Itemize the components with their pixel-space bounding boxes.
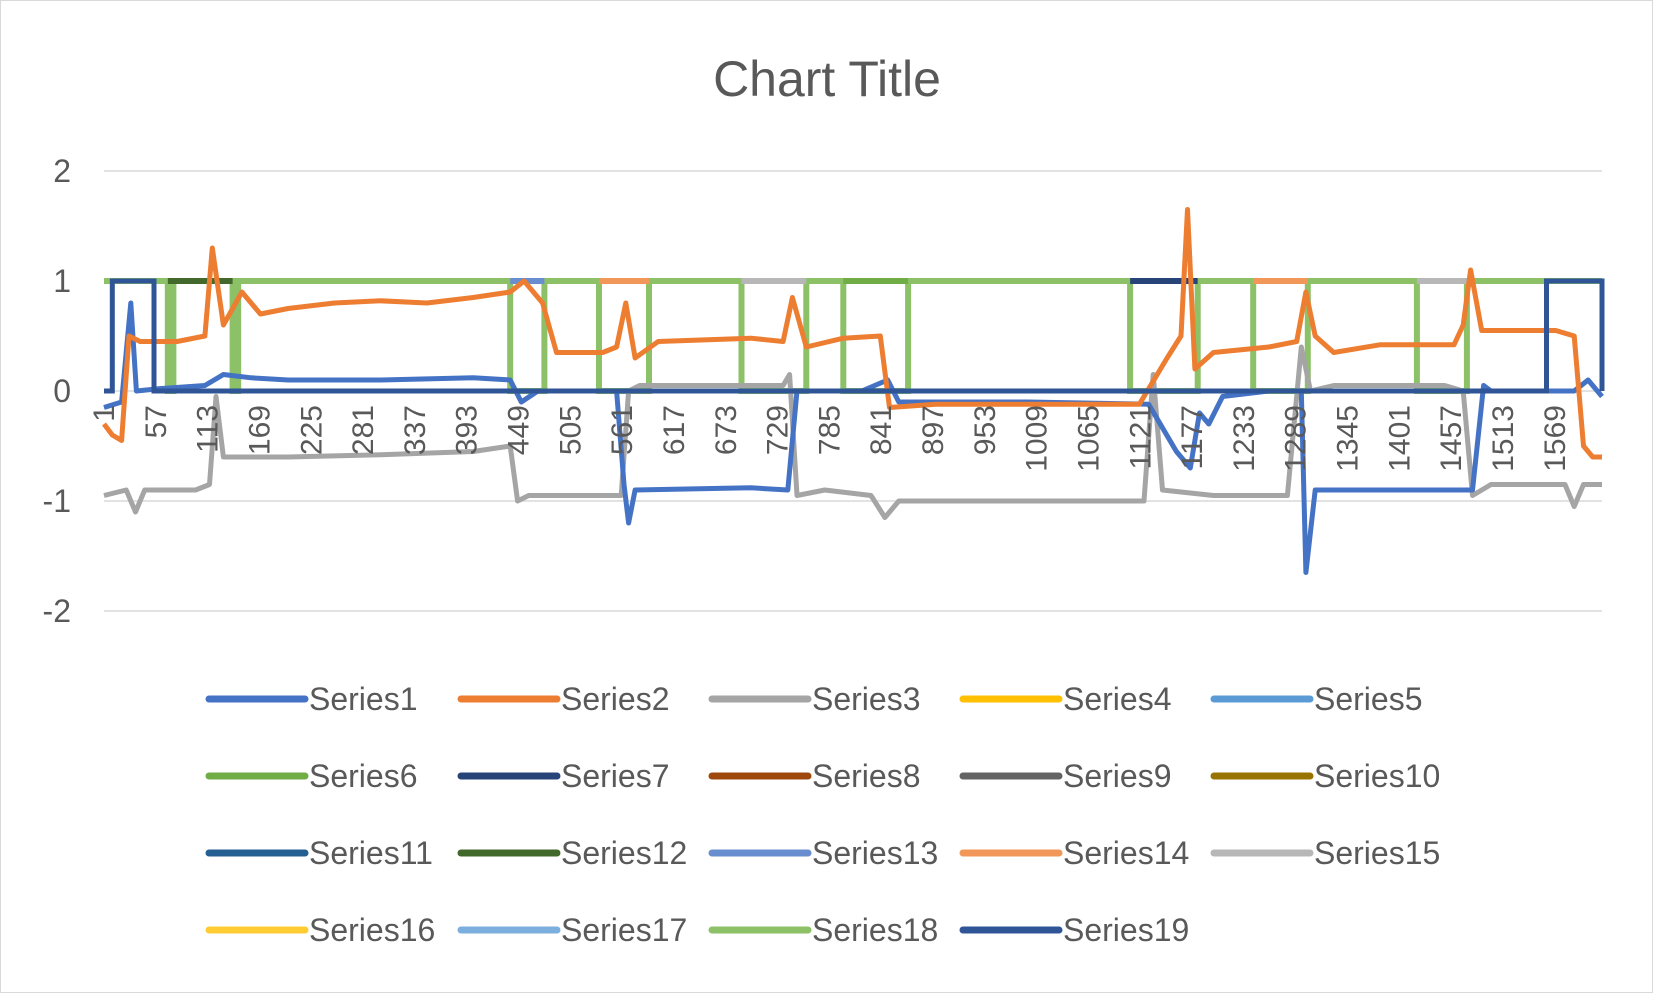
legend-label-series10: Series10 [1314, 758, 1440, 794]
x-tick-label: 337 [399, 405, 432, 455]
x-tick-label: 617 [658, 405, 691, 455]
x-tick-label: 225 [295, 405, 328, 455]
x-tick-label: 1569 [1539, 405, 1572, 472]
x-tick-label: 673 [710, 405, 743, 455]
x-tick-label: 1457 [1435, 405, 1468, 472]
x-tick-label: 1289 [1280, 405, 1313, 472]
x-tick-label: 1065 [1072, 405, 1105, 472]
legend-label-series17: Series17 [561, 912, 687, 948]
x-tick-label: 505 [554, 405, 587, 455]
x-tick-label: 449 [503, 405, 536, 455]
legend-label-series6: Series6 [309, 758, 418, 794]
legend-label-series14: Series14 [1063, 835, 1189, 871]
legend-label-series5: Series5 [1314, 681, 1423, 717]
series2-line [102, 207, 1602, 460]
x-tick-label: 57 [140, 405, 173, 438]
legend-label-series4: Series4 [1063, 681, 1172, 717]
legend-label-series3: Series3 [812, 681, 921, 717]
legend-label-series19: Series19 [1063, 912, 1189, 948]
legend-label-series11: Series11 [309, 835, 433, 871]
x-tick-label: 1009 [1021, 405, 1054, 472]
legend: Series1 Series2 Series3 Series4 Series5 Serie… [205, 681, 1440, 948]
legend-label-series12: Series12 [561, 835, 687, 871]
legend-label-series7: Series7 [561, 758, 670, 794]
x-tick-label: 169 [243, 405, 276, 455]
x-tick-label: 281 [347, 405, 380, 455]
chart-title: Chart Title [713, 51, 941, 107]
x-tick-label: 1177 [1176, 405, 1209, 470]
x-tick-label: 1401 [1383, 405, 1416, 472]
x-tick-label: 729 [762, 405, 795, 455]
x-tick-label: 561 [606, 405, 639, 455]
x-tick-label: 953 [969, 405, 1002, 455]
y-tick-label: -1 [43, 483, 71, 519]
legend-label-series1: Series1 [309, 681, 418, 717]
y-tick-label: -2 [43, 593, 71, 629]
x-tick-label: 113 [192, 405, 225, 453]
legend-label-series16: Series16 [309, 912, 435, 948]
x-tick-label: 393 [451, 405, 484, 455]
series19-line [104, 278, 1605, 394]
x-axis-ticks: 1 57 113 169 225 281 337 393 449 505 561 617 673 729 7… [88, 405, 1572, 472]
plot-area [102, 207, 1605, 575]
series3-line [103, 344, 1602, 520]
x-tick-label: 1233 [1228, 405, 1261, 472]
y-tick-label: 2 [53, 153, 71, 189]
legend-label-series18: Series18 [812, 912, 938, 948]
legend-label-series2: Series2 [561, 681, 670, 717]
x-tick-label: 1 [88, 405, 121, 422]
legend-label-series15: Series15 [1314, 835, 1440, 871]
y-axis-ticks: 2 1 0 -1 -2 [43, 153, 71, 629]
legend-label-series8: Series8 [812, 758, 921, 794]
legend-label-series13: Series13 [812, 835, 938, 871]
x-tick-label: 1345 [1332, 405, 1365, 472]
y-tick-label: 0 [53, 373, 71, 409]
x-tick-label: 1121 [1124, 405, 1157, 470]
x-tick-label: 1513 [1487, 405, 1520, 472]
y-tick-label: 1 [53, 263, 71, 299]
legend-label-series9: Series9 [1063, 758, 1172, 794]
x-tick-label: 841 [865, 405, 898, 455]
x-tick-label: 785 [813, 405, 846, 455]
x-tick-label: 897 [917, 405, 950, 455]
